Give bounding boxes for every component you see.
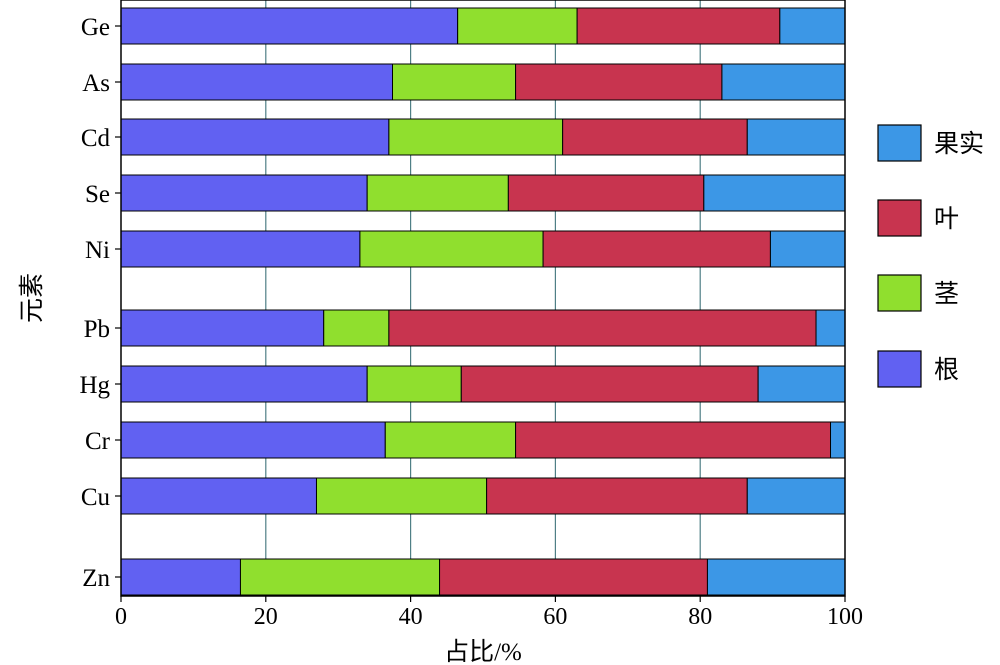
legend-label: 茎	[934, 280, 959, 308]
legend-swatch	[877, 124, 922, 162]
bar-segment-zn-2	[439, 558, 708, 596]
bar-segment-cr-1	[384, 421, 517, 459]
bar-layer	[120, 7, 846, 596]
category-label: Hg	[79, 372, 110, 399]
x-tick-label: 80	[688, 604, 712, 630]
x-axis-label: 占比/%	[444, 638, 522, 665]
bar-segment-se-2	[507, 174, 705, 212]
bar-segment-hg-0	[120, 365, 368, 403]
y-axis-categories: Ge As Cd Se Ni Pb Hg Cr Cu Zn	[79, 14, 121, 592]
x-tick-label: 0	[115, 604, 127, 630]
bar-segment-ge-0	[120, 7, 459, 45]
bar-segment-cr-3	[830, 421, 846, 459]
bar-segment-cu-3	[746, 477, 846, 515]
category-label: Cd	[81, 125, 111, 152]
legend-label: 果实	[934, 130, 984, 158]
bar-segment-zn-1	[239, 558, 441, 596]
x-tick-label: 40	[399, 604, 423, 630]
bar-segment-as-2	[515, 63, 723, 101]
category-label: Cu	[81, 484, 111, 511]
bar-segment-cd-3	[746, 118, 846, 156]
bar-segment-hg-2	[460, 365, 759, 403]
legend-swatch	[877, 350, 922, 388]
bar-segment-hg-1	[366, 365, 462, 403]
legend-label: 叶	[934, 206, 959, 233]
category-label: Cr	[85, 428, 111, 455]
bar-segment-cd-2	[562, 118, 748, 156]
legend-swatch	[877, 274, 922, 312]
bar-segment-as-0	[120, 63, 393, 101]
bar-segment-se-0	[120, 174, 368, 212]
x-axis-ticks: 0 20 40 60 80 100	[115, 596, 863, 630]
bar-segment-pb-2	[388, 309, 817, 347]
plot-frame	[120, 0, 846, 597]
bar-segment-cd-0	[120, 118, 390, 156]
x-tick-label: 20	[254, 604, 278, 630]
bar-segment-se-1	[366, 174, 509, 212]
bar-segment-pb-3	[815, 309, 846, 347]
bar-segment-as-3	[721, 63, 846, 101]
bar-segment-ge-2	[576, 7, 781, 45]
bar-segment-cd-1	[388, 118, 564, 156]
legend-label: 根	[934, 356, 959, 384]
bar-segment-zn-3	[706, 558, 846, 596]
bar-segment-ni-0	[120, 230, 361, 268]
bar-segment-se-3	[703, 174, 846, 212]
category-label: Ge	[81, 14, 110, 41]
bar-segment-hg-3	[757, 365, 846, 403]
bar-segment-cu-0	[120, 477, 317, 515]
bar-segment-as-1	[392, 63, 517, 101]
bar-segment-ge-1	[457, 7, 578, 45]
x-tick-label: 60	[543, 604, 567, 630]
bar-segment-cr-2	[515, 421, 832, 459]
bar-segment-cr-0	[120, 421, 386, 459]
bar-segment-cu-2	[486, 477, 748, 515]
bar-segment-zn-0	[120, 558, 241, 596]
y-axis-label: 元素	[18, 273, 46, 323]
category-label: Zn	[82, 565, 110, 592]
bar-segment-ni-1	[359, 230, 544, 268]
bar-segment-cu-1	[315, 477, 488, 515]
bar-segment-ge-3	[779, 7, 846, 45]
x-tick-label: 100	[827, 604, 863, 630]
category-label: Ni	[85, 237, 110, 264]
legend-swatch	[877, 199, 922, 237]
bar-segment-pb-1	[323, 309, 390, 347]
bar-segment-ni-2	[542, 230, 771, 268]
category-label: As	[82, 70, 110, 97]
category-label: Pb	[84, 316, 110, 343]
bar-segment-pb-0	[120, 309, 325, 347]
bar-segment-ni-3	[769, 230, 846, 268]
category-label: Se	[85, 181, 110, 208]
